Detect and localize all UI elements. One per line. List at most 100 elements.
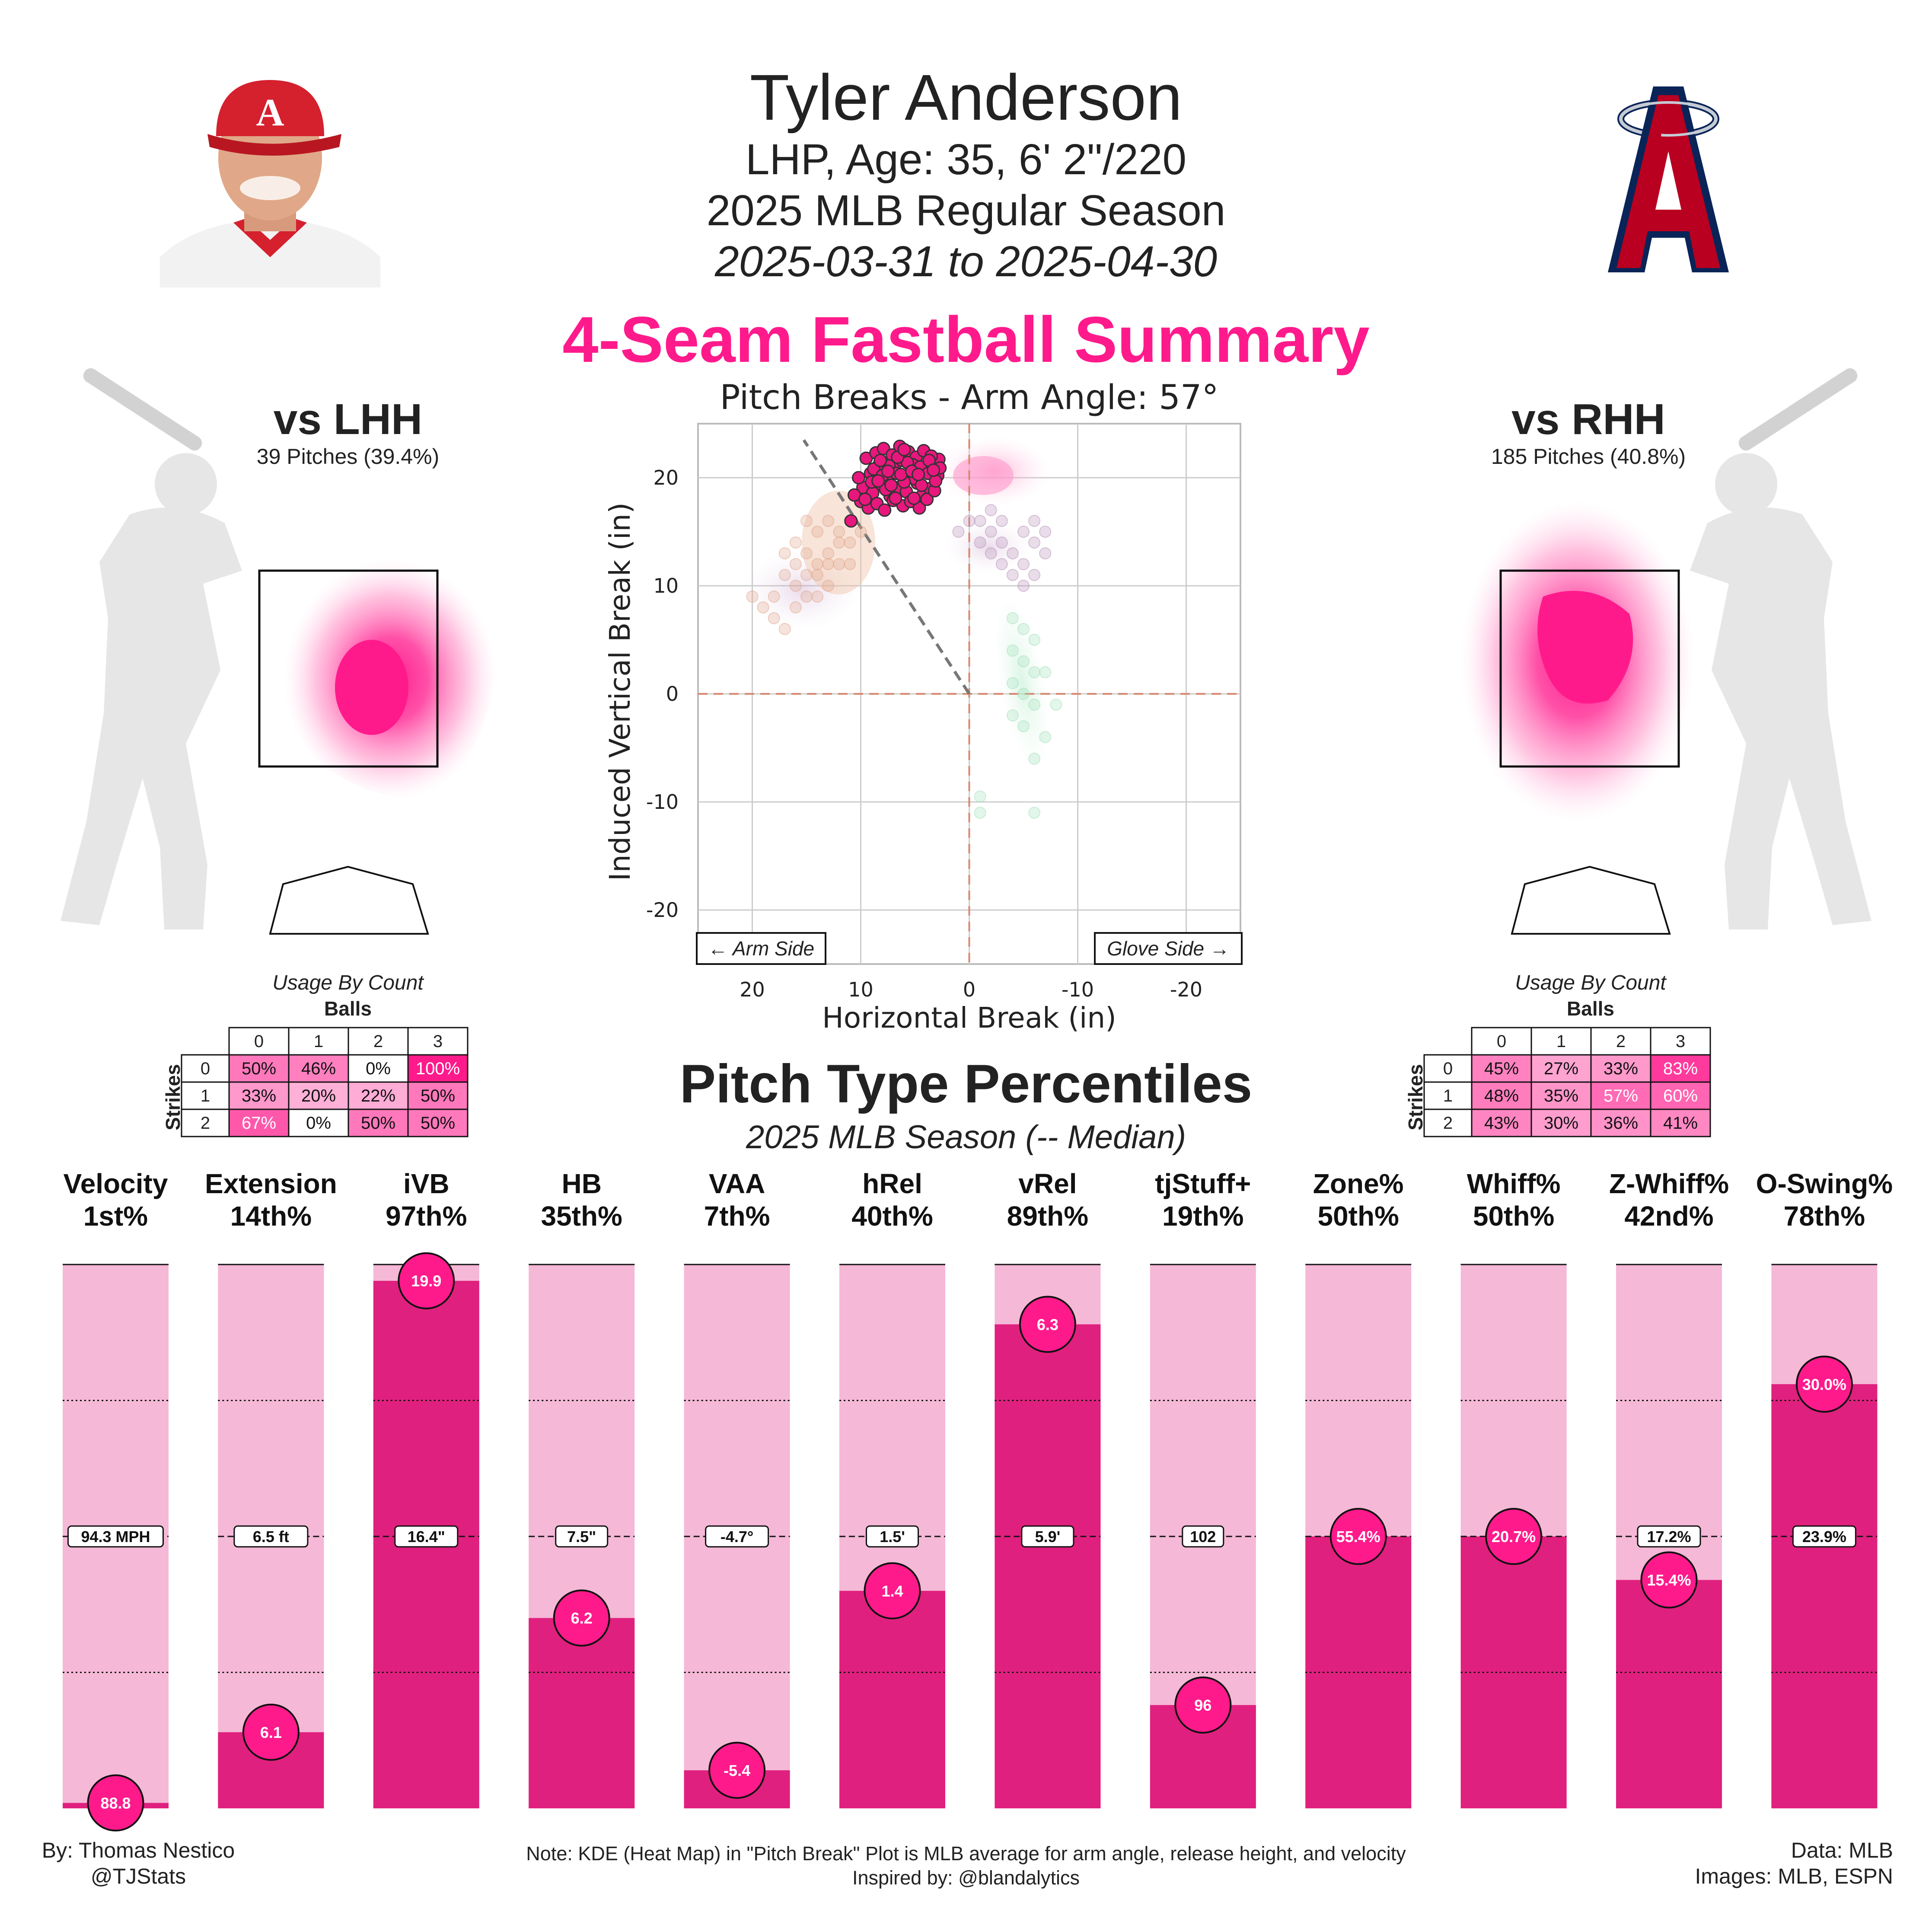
player-value-marker xyxy=(87,1774,144,1832)
mlb-average-point xyxy=(800,569,813,581)
ball-header-cell xyxy=(1471,1027,1532,1056)
usage-cell-value: 50% xyxy=(242,1059,276,1078)
fastball-point xyxy=(907,492,921,505)
percentile-rank-label: 50th% xyxy=(1473,1201,1555,1232)
mlb-average-point xyxy=(1017,655,1030,667)
rhh-balls-label: Balls xyxy=(1567,997,1614,1020)
mlb-average-point xyxy=(789,558,802,570)
footer-left: By: Thomas Nestico @TJStats xyxy=(26,1837,251,1889)
mlb-average-point xyxy=(1028,536,1041,549)
mlb-average-point xyxy=(844,558,856,570)
fastball-point xyxy=(858,492,872,506)
mlb-average-point xyxy=(1028,634,1041,646)
mlb-average-point xyxy=(800,591,813,603)
kde-orange xyxy=(802,491,875,594)
player-value-label: 6.3 xyxy=(1037,1316,1058,1333)
mlb-average-point xyxy=(800,515,813,527)
percentile-rank-label: 1st% xyxy=(83,1201,148,1232)
usage-cell xyxy=(228,1054,290,1083)
fastball-point xyxy=(851,471,865,485)
fastball-point xyxy=(912,468,925,481)
usage-cell xyxy=(1471,1108,1532,1137)
median-value-label: 17.2% xyxy=(1647,1528,1691,1546)
usage-cell xyxy=(348,1081,409,1110)
strike-header-label: 2 xyxy=(1443,1114,1453,1133)
player-value-label: 96 xyxy=(1194,1696,1211,1714)
percentile-category-label: vRel xyxy=(1018,1168,1077,1199)
player-value-label: 20.7% xyxy=(1492,1528,1536,1546)
mlb-average-point xyxy=(811,591,824,603)
mlb-average-point xyxy=(778,547,791,559)
kde-purple-right xyxy=(944,521,1031,573)
mlb-average-point xyxy=(1028,753,1041,765)
strike-header-cell xyxy=(181,1081,230,1110)
mlb-average-point xyxy=(1006,569,1019,581)
ball-header-label: 2 xyxy=(373,1032,383,1051)
usage-cell-value: 36% xyxy=(1604,1114,1638,1133)
fastball-point xyxy=(920,492,934,506)
mlb-average-point xyxy=(974,790,986,803)
lhh-home-plate xyxy=(269,865,429,935)
rhh-strikes-label: Strikes xyxy=(1404,1064,1427,1130)
median-value-label: 7.5" xyxy=(567,1528,596,1546)
percentile-category-label: Zone% xyxy=(1313,1168,1404,1199)
mlb-average-point xyxy=(1039,731,1052,743)
x-tick-label: 0 xyxy=(963,978,976,1001)
x-tick-label: -10 xyxy=(1062,978,1094,1001)
usage-cell-value: 33% xyxy=(242,1086,276,1105)
fastball-point xyxy=(929,474,943,488)
lhh-strike-zone xyxy=(258,569,439,768)
percentile-rank-label: 7th% xyxy=(704,1201,770,1232)
mlb-average-point xyxy=(1028,699,1041,711)
player-value-label: -5.4 xyxy=(724,1762,750,1779)
player-value-label: 88.8 xyxy=(100,1794,131,1812)
mlb-average-point xyxy=(822,547,835,559)
glove-side-label xyxy=(1094,932,1243,965)
median-value-box xyxy=(233,1525,309,1548)
lhh-usage-table: 0 1 2 3 0 50% 46% 0% 100% 1 33% 20% 22% 50% 2 67% 0% 50% 5… xyxy=(181,1027,469,1137)
mlb-average-point xyxy=(833,558,845,570)
mlb-average-point xyxy=(985,504,997,516)
player-value-label: 55.4% xyxy=(1336,1528,1380,1546)
usage-cell-value: 30% xyxy=(1544,1114,1578,1133)
median-value-box xyxy=(1182,1525,1224,1548)
rhh-title: vs RHH xyxy=(1511,395,1665,444)
ball-header-label: 0 xyxy=(254,1032,264,1051)
fastball-point xyxy=(927,463,940,477)
lhh-balls-label: Balls xyxy=(324,997,372,1020)
usage-cell xyxy=(1530,1081,1592,1110)
break-plot: 20 10 0 -10 -20 20 10 0 -10 -20 xyxy=(646,423,1243,1001)
header: Tyler Anderson LHP, Age: 35, 6' 2"/220 2… xyxy=(534,61,1398,287)
x-tick-label: 10 xyxy=(848,978,874,1001)
usage-cell-value: 48% xyxy=(1484,1086,1519,1105)
median-value-label: -4.7° xyxy=(721,1528,753,1546)
usage-cell-value: 83% xyxy=(1663,1059,1698,1078)
lhh-title: vs LHH xyxy=(273,395,423,444)
ball-header-cell xyxy=(407,1027,469,1056)
fastball-point xyxy=(844,514,858,528)
strike-header-label: 1 xyxy=(201,1086,210,1105)
usage-cell-value: 33% xyxy=(1604,1059,1638,1078)
player-value-label: 1.4 xyxy=(881,1582,903,1600)
mlb-average-point xyxy=(995,536,1008,549)
player-value-label: 15.4% xyxy=(1647,1571,1691,1589)
mlb-average-point xyxy=(778,569,791,581)
usage-cell-value: 46% xyxy=(301,1059,336,1078)
y-tick-label: 20 xyxy=(653,466,679,489)
svg-text:A: A xyxy=(256,91,284,134)
percentiles-subtitle: 2025 MLB Season (-- Median) xyxy=(746,1119,1186,1156)
mlb-average-point xyxy=(1017,720,1030,732)
usage-cell-value: 100% xyxy=(416,1059,460,1078)
percentile-category-label: VAA xyxy=(709,1168,765,1199)
date-range: 2025-03-31 to 2025-04-30 xyxy=(714,237,1217,286)
mlb-average-point xyxy=(822,580,835,592)
break-plot-xlabel: Horizontal Break (in) xyxy=(822,1001,1116,1035)
lhh-heatmap-core xyxy=(335,640,408,735)
player-value-marker xyxy=(1329,1508,1387,1565)
fastball-point xyxy=(897,443,911,457)
usage-cell xyxy=(407,1054,469,1083)
usage-cell-value: 57% xyxy=(1604,1086,1638,1105)
usage-cell xyxy=(1650,1081,1711,1110)
mlb-average-point xyxy=(1050,699,1062,711)
mlb-average-point xyxy=(1017,623,1030,635)
